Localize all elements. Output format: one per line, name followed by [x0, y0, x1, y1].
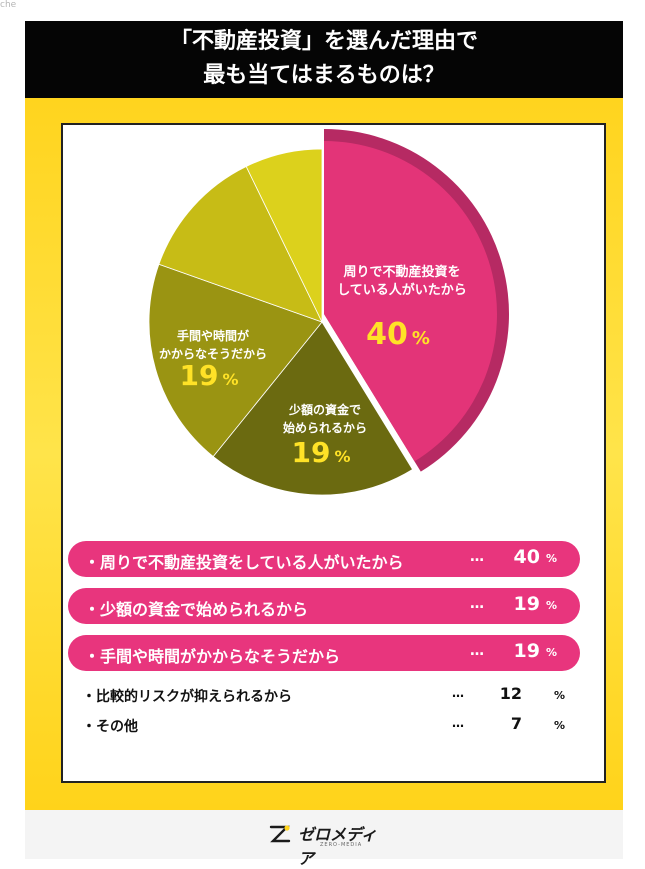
- legend-dots: …: [470, 596, 484, 612]
- legend-pill-2: ・少額の資金で始められるから … 19%: [68, 588, 580, 624]
- title-line-2: 最も当てはまるものは？: [203, 63, 445, 88]
- pie-label-2-line-1: 少額の資金で: [288, 402, 361, 417]
- legend-label: ・手間や時間がかからなそうだから: [84, 647, 341, 666]
- legend-value: 7: [510, 714, 522, 733]
- pie-label-3-line-1: 手間や時間が: [177, 328, 249, 343]
- legend-row-5: ・その他 … 7%: [82, 713, 582, 737]
- logo-mark-icon: [269, 825, 291, 843]
- pie-label-3-line-2: かからなそうだから: [159, 347, 267, 361]
- legend-percent: %: [546, 599, 558, 612]
- title-banner: 「不動産投資」を選んだ理由で 最も当てはまるものは？: [25, 21, 623, 98]
- pie-value-3: 19%: [180, 359, 239, 392]
- legend-dots: …: [470, 549, 484, 565]
- footer: [25, 810, 623, 859]
- legend-percent: %: [546, 646, 558, 659]
- legend-percent: %: [554, 719, 566, 732]
- legend-row-4: ・比較的リスクが抑えられるから … 12%: [82, 683, 582, 707]
- legend-label: ・少額の資金で始められるから: [84, 600, 309, 619]
- legend-pill-3: ・手間や時間がかからなそうだから … 19%: [68, 635, 580, 671]
- legend-percent: %: [554, 689, 566, 702]
- pie-value-2: 19%: [292, 436, 351, 469]
- title-line-1: 「不動産投資」を選んだ理由で: [169, 29, 478, 54]
- legend-label: ・その他: [82, 719, 138, 735]
- pie-slice-5: [245, 148, 323, 323]
- logo: ゼロメディア ZERO-MEDIA: [268, 818, 388, 868]
- corner-tag: che: [0, 0, 17, 10]
- legend-dots: …: [452, 716, 464, 730]
- pie-slice-2: [212, 321, 414, 496]
- pie-slice-1: [324, 141, 497, 462]
- pie-label-1-line-2: している人がいたから: [337, 282, 467, 298]
- legend-label: ・比較的リスクが抑えられるから: [82, 689, 292, 705]
- legend-pill-1: ・周りで不動産投資をしている人がいたから … 40%: [68, 541, 580, 577]
- pie-label-2-line-2: 始められるから: [283, 420, 367, 435]
- legend-label: ・周りで不動産投資をしている人がいたから: [84, 553, 404, 572]
- legend-value: 40: [513, 546, 540, 568]
- legend-dots: …: [452, 686, 464, 700]
- logo-subtitle: ZERO-MEDIA: [320, 842, 363, 848]
- pie-value-1: 40%: [366, 317, 430, 352]
- pie-slice-4: [158, 165, 323, 323]
- legend-value: 12: [499, 684, 522, 703]
- pie-label-1-line-1: 周りで不動産投資を: [343, 264, 460, 280]
- pie-slice-3: [148, 263, 323, 458]
- legend-value: 19: [513, 640, 540, 662]
- legend-dots: …: [470, 643, 484, 659]
- legend-value: 19: [513, 593, 540, 615]
- legend-percent: %: [546, 552, 558, 565]
